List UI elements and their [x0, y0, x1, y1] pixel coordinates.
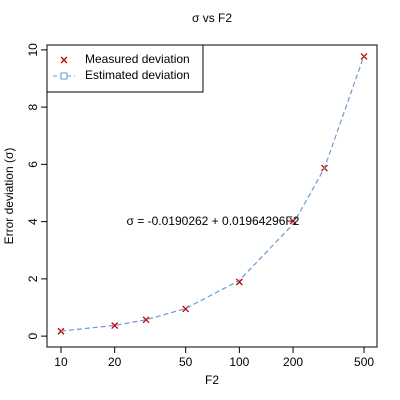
data-point [111, 322, 119, 329]
data-point [289, 217, 297, 225]
data-line [60, 55, 365, 332]
x-tick-label: 200 [283, 355, 303, 369]
data-point [57, 327, 65, 335]
legend-box [46, 44, 204, 93]
y-axis-label: Error deviation (σ) [2, 148, 16, 245]
legend-marker [60, 72, 68, 80]
annotation: σ = -0.0190262 + 0.01964296F2 [127, 214, 300, 228]
data-point [235, 278, 243, 286]
chart-title: σ vs F2 [192, 11, 232, 25]
x-tick-label: 20 [108, 355, 122, 369]
legend-marker [60, 56, 68, 64]
x-axis-label: F2 [205, 373, 219, 387]
y-tick-label: 6 [26, 161, 40, 168]
legend-label: Measured deviation [85, 52, 190, 66]
y-tick-label: 4 [26, 218, 40, 225]
y-tick-label: 2 [26, 275, 40, 282]
x-tick-label: 100 [229, 355, 249, 369]
x-tick-label: 500 [354, 355, 374, 369]
x-tick-label: 50 [179, 355, 193, 369]
y-tick-label: 0 [26, 332, 40, 339]
x-tick-label: 10 [54, 355, 68, 369]
y-tick-label: 8 [26, 103, 40, 110]
data-point [142, 316, 150, 324]
legend-label: Estimated deviation [85, 68, 190, 82]
plot-frame [46, 44, 378, 348]
y-tick-label: 10 [26, 43, 40, 57]
